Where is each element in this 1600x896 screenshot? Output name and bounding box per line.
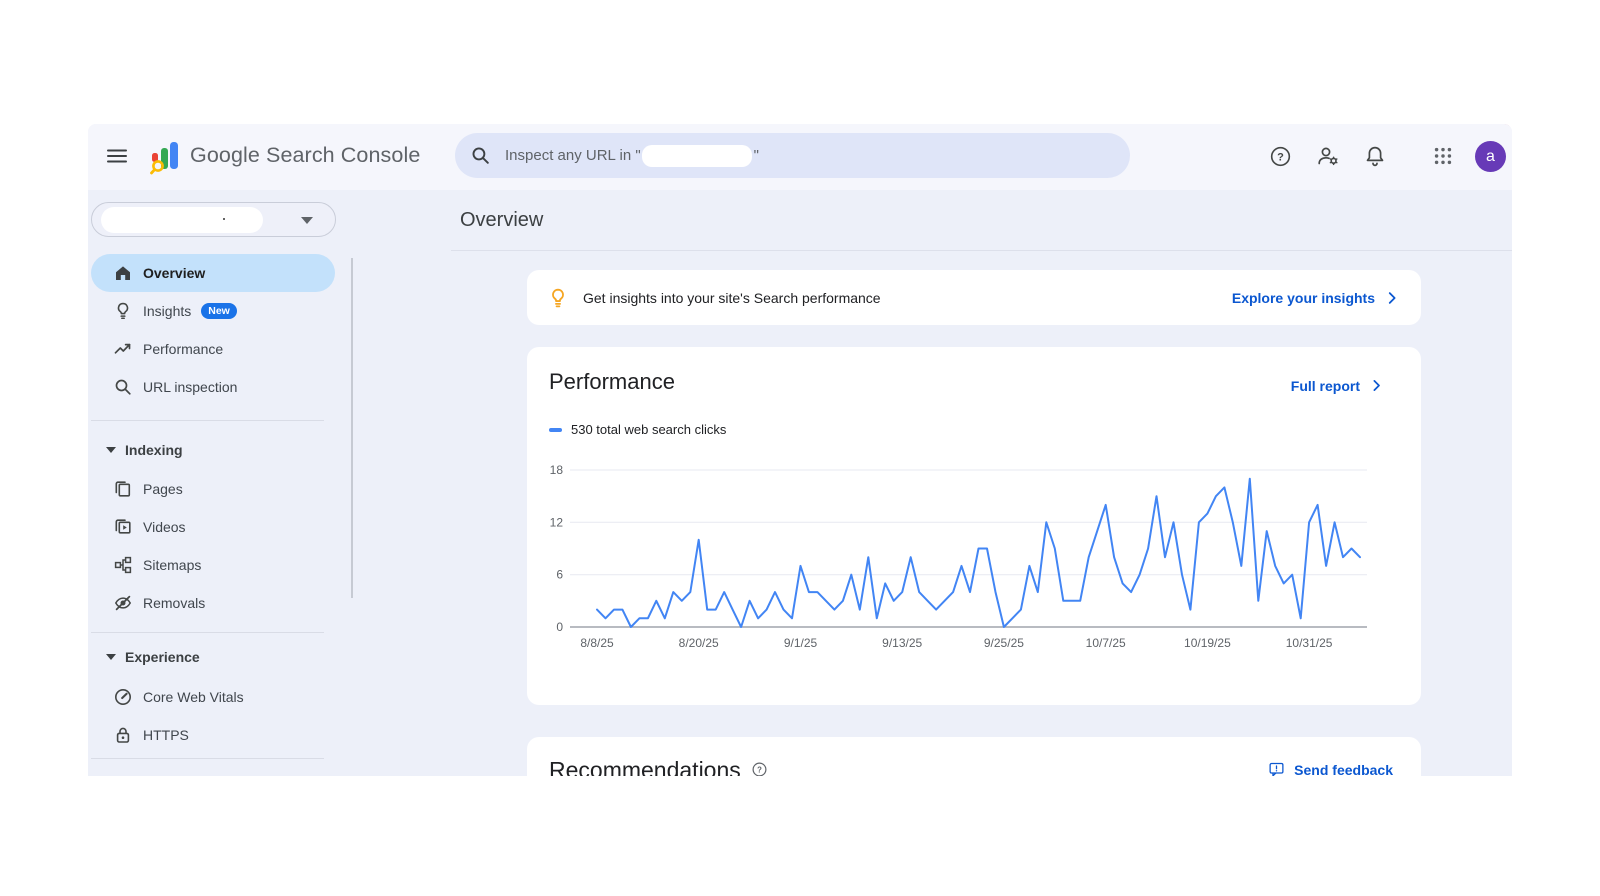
pages-icon: [113, 479, 133, 499]
sidebar-item-url-inspection[interactable]: URL inspection: [91, 368, 335, 406]
feedback-icon: [1269, 762, 1284, 776]
sidebar-item-label: Sitemaps: [143, 557, 202, 573]
redaction-blob: [641, 144, 752, 167]
recommendations-title: Recommendations ?: [549, 757, 768, 776]
search-icon: [472, 147, 489, 164]
title-divider: [451, 250, 1512, 251]
sidebar-item-label: Videos: [143, 519, 186, 535]
help-button[interactable]: ?: [1260, 136, 1300, 176]
redaction-blob: [101, 207, 263, 233]
trending-up-icon: [113, 339, 133, 359]
help-circle-icon[interactable]: ?: [751, 761, 768, 776]
bell-icon: [1366, 146, 1384, 167]
sidebar-divider: [91, 758, 324, 759]
insights-banner: Get insights into your site's Search per…: [527, 270, 1421, 325]
explore-insights-link[interactable]: Explore your insights: [1232, 289, 1401, 307]
user-gear-icon: [1318, 147, 1338, 166]
performance-chart: 0 6 12 18 8/8/25 8/20/25 9/1/25 9/13/25 9/25/25 1…: [550, 463, 1367, 650]
google-apps-button[interactable]: [1423, 136, 1463, 176]
legend-label: 530 total web search clicks: [571, 422, 727, 437]
home-icon: [113, 263, 133, 283]
search-placeholder-suffix: ": [753, 147, 759, 164]
svg-text:?: ?: [1277, 151, 1284, 163]
lightbulb-icon: [113, 301, 133, 321]
legend-swatch: [549, 427, 562, 432]
chevron-down-icon: [301, 217, 313, 224]
sidebar-item-videos[interactable]: Videos: [91, 508, 335, 546]
sidebar-item-label: HTTPS: [143, 727, 189, 743]
svg-text:8/8/25: 8/8/25: [580, 636, 614, 650]
sidebar-section-experience[interactable]: Experience: [91, 643, 335, 671]
speedometer-icon: [113, 687, 133, 707]
sidebar-item-core-web-vitals[interactable]: Core Web Vitals: [91, 678, 335, 716]
property-selector[interactable]: [91, 202, 336, 237]
sidebar-item-label: Core Web Vitals: [143, 689, 244, 705]
sidebar-scrollbar[interactable]: [351, 258, 353, 598]
sidebar-divider: [91, 632, 324, 633]
eye-off-icon: [113, 593, 133, 613]
video-library-icon: [113, 517, 133, 537]
chart-legend: 530 total web search clicks: [549, 422, 726, 437]
chevron-right-icon: [1373, 380, 1380, 391]
app-title: Google Search Console: [190, 143, 421, 167]
sidebar-item-label: Overview: [143, 265, 206, 281]
notifications-button[interactable]: [1355, 136, 1395, 176]
sidebar-item-pages[interactable]: Pages: [91, 470, 335, 508]
sidebar-item-label: Performance: [143, 341, 224, 357]
collapse-arrow-icon: [106, 654, 116, 660]
svg-text:9/13/25: 9/13/25: [882, 636, 922, 650]
sidebar-divider: [91, 420, 324, 421]
collapse-arrow-icon: [106, 447, 116, 453]
sidebar-item-label: Pages: [143, 481, 183, 497]
lock-icon: [113, 725, 133, 745]
insights-banner-text: Get insights into your site's Search per…: [583, 289, 881, 306]
svg-text:6: 6: [556, 568, 563, 582]
performance-card-title: Performance: [549, 369, 675, 394]
svg-text:9/25/25: 9/25/25: [984, 636, 1024, 650]
hamburger-menu-button[interactable]: [97, 136, 137, 176]
sidebar-item-https[interactable]: HTTPS: [91, 716, 335, 754]
sidebar-section-indexing[interactable]: Indexing: [91, 436, 335, 464]
svg-text:18: 18: [550, 463, 564, 477]
svg-text:10/19/25: 10/19/25: [1184, 636, 1231, 650]
svg-text:9/1/25: 9/1/25: [784, 636, 818, 650]
sitemap-tree-icon: [113, 555, 133, 575]
search-placeholder-prefix: Inspect any URL in ": [505, 147, 641, 164]
sidebar-item-performance[interactable]: Performance: [91, 330, 335, 368]
svg-text:12: 12: [550, 515, 564, 529]
recommendations-card: Recommendations ? Send feedback: [527, 737, 1421, 776]
performance-card: Performance Full report 530 total web se…: [527, 347, 1421, 705]
full-report-link[interactable]: Full report: [1291, 377, 1385, 394]
chevron-right-icon: [1388, 291, 1396, 304]
avatar[interactable]: a: [1475, 141, 1506, 172]
new-badge: New: [201, 303, 237, 319]
page-title: Overview: [460, 209, 544, 231]
help-icon: ?: [1270, 146, 1290, 166]
user-settings-button[interactable]: [1308, 136, 1348, 176]
sidebar-item-label: Insights New: [143, 303, 237, 319]
sidebar-item-overview[interactable]: Overview: [91, 254, 335, 292]
hamburger-icon: [107, 149, 127, 163]
insights-bulb-icon: [552, 288, 564, 307]
svg-text:10/7/25: 10/7/25: [1086, 636, 1126, 650]
svg-text:8/20/25: 8/20/25: [679, 636, 719, 650]
app-window: Google Search Console Inspect any URL in…: [88, 124, 1512, 776]
app-header: Google Search Console Inspect any URL in…: [88, 124, 1512, 190]
search-input[interactable]: Inspect any URL in " ": [455, 133, 1130, 178]
sidebar-item-label: Removals: [143, 595, 206, 611]
apps-grid-icon: [1434, 147, 1452, 165]
sidebar-item-sitemaps[interactable]: Sitemaps: [91, 546, 335, 584]
send-feedback-link[interactable]: Send feedback: [1268, 761, 1393, 776]
sidebar-item-removals[interactable]: Removals: [91, 584, 335, 622]
svg-text:10/31/25: 10/31/25: [1286, 636, 1333, 650]
svg-text:0: 0: [556, 620, 563, 634]
svg-text:?: ?: [757, 765, 762, 774]
search-console-logo-icon[interactable]: [150, 141, 182, 175]
sidebar-item-label: URL inspection: [143, 379, 238, 395]
magnifier-icon: [113, 377, 133, 397]
sidebar-item-insights[interactable]: Insights New: [91, 292, 335, 330]
redacted-text-dot: [223, 218, 225, 220]
